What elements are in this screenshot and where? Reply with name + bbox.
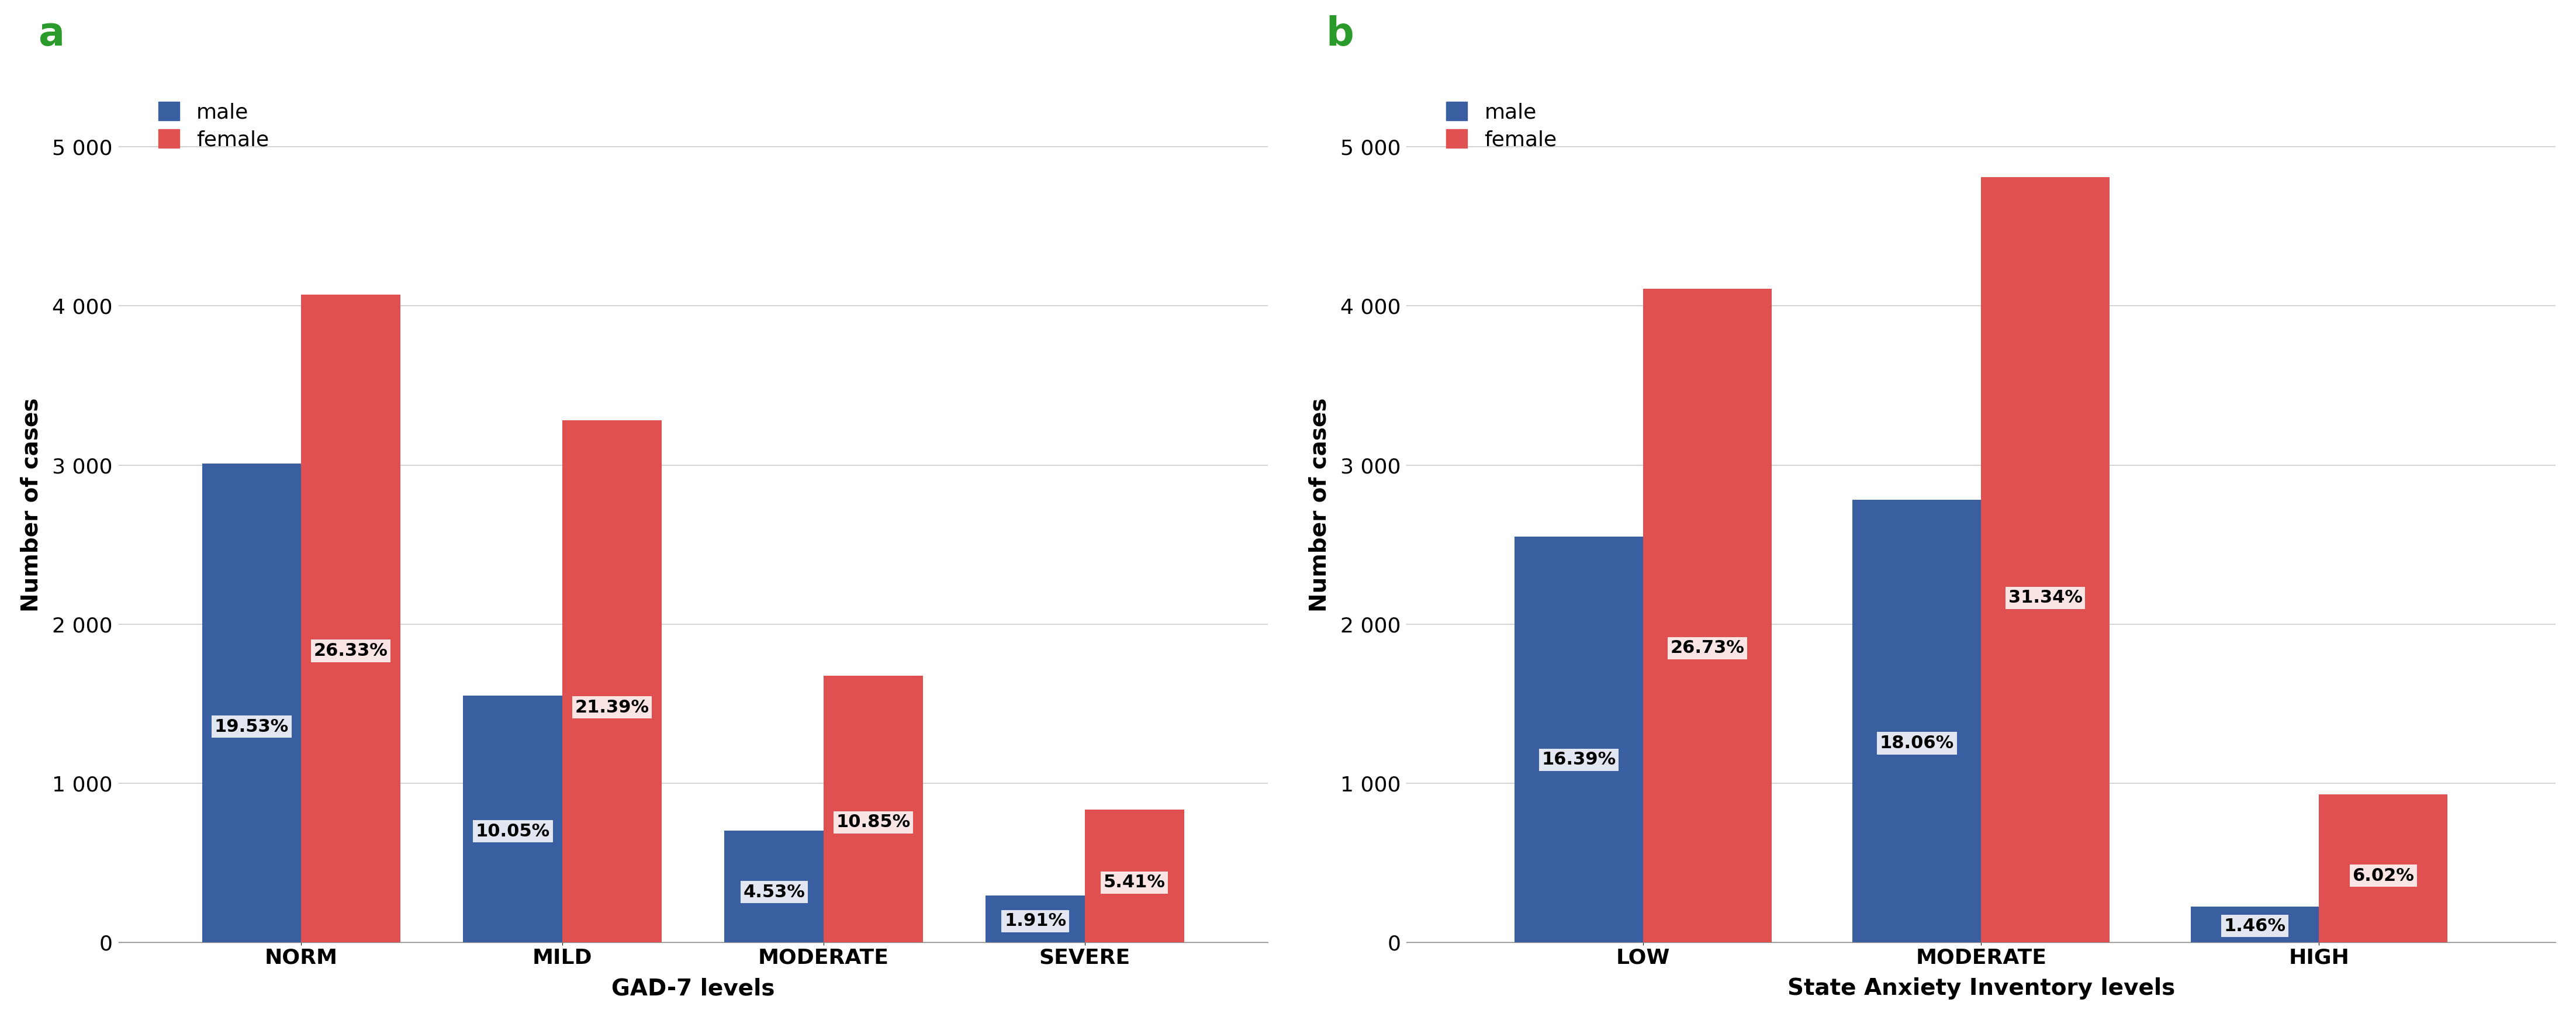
- Text: 26.73%: 26.73%: [1669, 640, 1744, 657]
- Bar: [1515, 537, 1643, 942]
- Bar: [562, 420, 662, 942]
- Y-axis label: Number of cases: Number of cases: [21, 398, 44, 612]
- Bar: [1643, 289, 1772, 942]
- Y-axis label: Number of cases: Number of cases: [1309, 398, 1332, 612]
- Text: 16.39%: 16.39%: [1540, 751, 1615, 768]
- Bar: [301, 295, 399, 942]
- Text: a: a: [39, 15, 64, 53]
- Text: 21.39%: 21.39%: [574, 699, 649, 716]
- Text: b: b: [1327, 15, 1355, 53]
- Text: 26.33%: 26.33%: [314, 643, 389, 659]
- X-axis label: State Anxiety Inventory levels: State Anxiety Inventory levels: [1788, 977, 2174, 1000]
- Text: 1.46%: 1.46%: [2223, 918, 2285, 934]
- Bar: [2318, 795, 2447, 942]
- Bar: [1852, 500, 1981, 942]
- Text: 6.02%: 6.02%: [2352, 867, 2414, 884]
- Bar: [724, 831, 824, 942]
- Bar: [464, 696, 562, 942]
- Legend: male, female: male, female: [1440, 96, 1564, 156]
- Bar: [824, 676, 922, 942]
- Text: 5.41%: 5.41%: [1103, 874, 1164, 890]
- Text: 10.85%: 10.85%: [837, 814, 909, 830]
- Bar: [1084, 810, 1185, 942]
- Bar: [1981, 177, 2110, 942]
- Bar: [201, 463, 301, 942]
- Text: 4.53%: 4.53%: [742, 883, 804, 901]
- Bar: [987, 896, 1084, 942]
- X-axis label: GAD-7 levels: GAD-7 levels: [611, 977, 775, 1000]
- Text: 31.34%: 31.34%: [2009, 590, 2081, 607]
- Text: 19.53%: 19.53%: [214, 718, 289, 735]
- Text: 1.91%: 1.91%: [1005, 913, 1066, 929]
- Legend: male, female: male, female: [152, 96, 276, 156]
- Text: 10.05%: 10.05%: [477, 823, 551, 839]
- Bar: [2190, 907, 2318, 942]
- Text: 18.06%: 18.06%: [1880, 734, 1955, 752]
